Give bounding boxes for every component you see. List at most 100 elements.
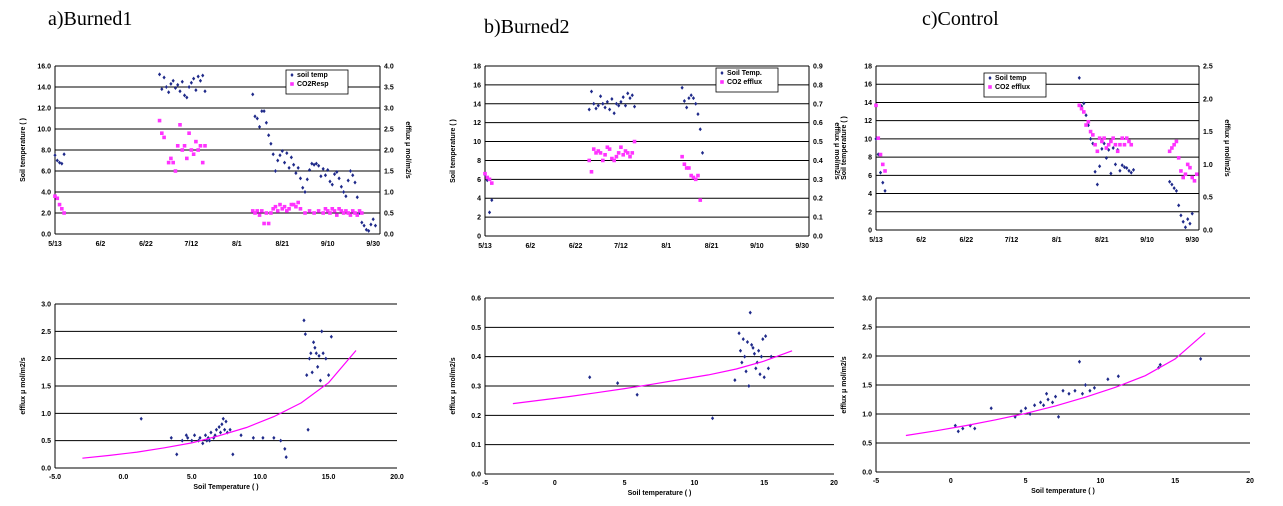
data-point	[1109, 171, 1113, 176]
data-point	[1131, 167, 1136, 172]
y-tick-label: 0.2	[471, 413, 481, 420]
data-point	[223, 427, 227, 432]
data-point	[362, 223, 366, 228]
data-point	[876, 136, 881, 140]
data-point	[285, 151, 289, 156]
chart-b-scatter	[484, 297, 834, 475]
data-point	[614, 154, 619, 159]
data-point	[1100, 146, 1104, 151]
data-point	[687, 96, 691, 101]
y-tick-label: 0.6	[471, 296, 481, 303]
y2-axis-label: efflux μ mol/m2/s	[1223, 119, 1230, 176]
data-point	[1050, 400, 1055, 405]
data-point	[1113, 162, 1118, 167]
y2-tick-label: 0.5	[813, 139, 823, 146]
data-point	[1190, 175, 1195, 180]
y2-tick-label: 0.3	[813, 177, 823, 184]
data-point	[1053, 394, 1058, 399]
x-tick-label: 8/21	[275, 241, 289, 248]
data-point	[1044, 391, 1049, 396]
x-tick-label: 6/22	[960, 237, 974, 244]
data-point	[1111, 136, 1115, 140]
x-tick-label: 5/13	[48, 241, 62, 248]
data-point	[876, 152, 880, 157]
y2-tick-label: 0.8	[813, 82, 823, 89]
data-point	[691, 96, 696, 101]
data-point	[255, 209, 260, 213]
y-tick-label: 0.5	[471, 325, 481, 332]
data-point	[1170, 146, 1174, 150]
data-point	[1186, 217, 1190, 222]
data-point	[357, 209, 362, 213]
data-point	[62, 152, 66, 157]
data-point	[619, 145, 623, 150]
y-tick-label: 2	[868, 209, 872, 216]
data-point	[608, 107, 612, 112]
y2-tick-label: 0.9	[813, 64, 823, 71]
data-point	[612, 111, 616, 116]
data-point	[1179, 169, 1183, 173]
data-point	[961, 426, 965, 431]
data-point	[218, 430, 223, 435]
data-point	[1183, 225, 1188, 230]
x-tick-label: 0	[553, 480, 557, 487]
data-point	[355, 213, 360, 217]
data-point	[1019, 409, 1023, 414]
y-tick-label: 2.0	[862, 354, 872, 361]
legend-label: Soil Temp.	[727, 70, 762, 77]
y-tick-label: 12	[864, 118, 872, 125]
y-tick-label: 1.0	[862, 412, 872, 419]
data-point	[182, 93, 187, 98]
data-point	[1172, 186, 1176, 191]
data-point	[341, 211, 346, 215]
data-point	[1113, 142, 1118, 147]
data-point	[733, 378, 737, 383]
data-point	[751, 345, 755, 350]
data-point	[1088, 129, 1093, 134]
data-point	[332, 172, 337, 177]
data-point	[616, 151, 621, 155]
data-point	[185, 156, 189, 161]
data-point	[1177, 203, 1181, 208]
data-point	[1091, 133, 1095, 137]
data-point	[176, 82, 180, 87]
data-point	[594, 106, 598, 111]
data-point	[698, 198, 703, 202]
data-point	[320, 329, 324, 334]
data-point	[490, 198, 494, 203]
data-point	[1120, 163, 1124, 168]
data-point	[261, 435, 265, 440]
data-point	[487, 210, 492, 215]
y2-tick-label: 0.0	[1203, 228, 1213, 235]
x-tick-label: 20.0	[390, 474, 404, 481]
chart-a-time	[53, 65, 381, 235]
data-point	[878, 170, 883, 175]
data-point	[1170, 182, 1174, 187]
data-point	[321, 166, 325, 171]
x-tick-label: 15	[1171, 478, 1179, 485]
data-point	[276, 158, 280, 163]
data-point	[1077, 75, 1081, 80]
y2-tick-label: 2.5	[384, 127, 394, 134]
data-point	[319, 174, 323, 179]
y2-tick-label: 2.0	[1203, 96, 1213, 103]
data-point	[601, 101, 605, 106]
data-point	[1106, 142, 1111, 147]
y-tick-label: 2.5	[862, 325, 872, 332]
y-tick-label: 6	[477, 177, 481, 184]
data-point	[325, 209, 330, 213]
data-point	[989, 406, 993, 411]
data-point	[689, 93, 693, 98]
panel-title-a: a)Burned1	[48, 8, 133, 30]
data-point	[284, 455, 288, 460]
data-point	[207, 438, 212, 443]
data-point	[291, 202, 296, 207]
data-point	[160, 87, 164, 92]
y2-tick-label: 0.0	[384, 232, 394, 239]
data-point	[1086, 119, 1091, 124]
x-tick-label: 6/22	[139, 241, 153, 248]
data-point	[1172, 142, 1176, 147]
x-tick-label: 8/1	[661, 243, 671, 250]
data-point	[330, 182, 334, 187]
data-point	[616, 381, 620, 386]
